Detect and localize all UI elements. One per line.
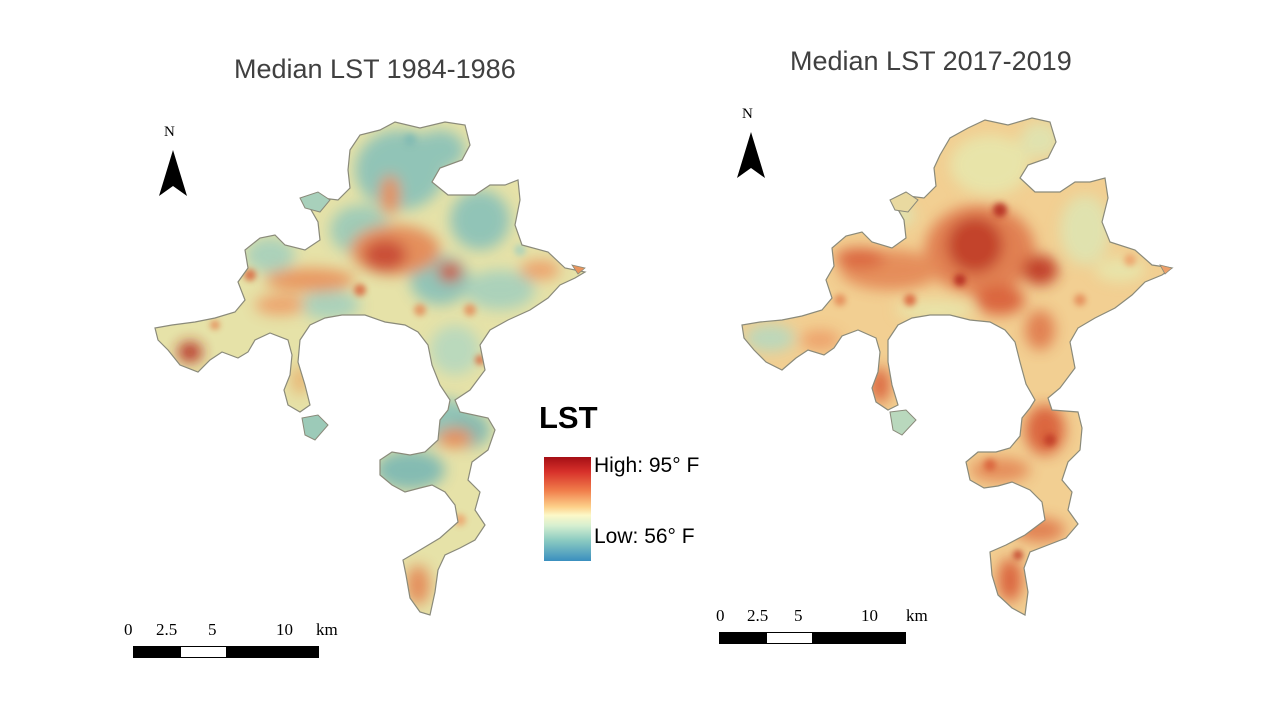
legend-color-ramp [544,457,591,561]
north-arrow-left: N [157,124,189,204]
scale-tick: 0 [124,620,133,640]
scale-tick: 10 [861,606,878,626]
scale-tick: 2.5 [747,606,768,626]
north-arrow-icon [157,148,189,198]
north-label: N [164,124,175,141]
north-arrow-right: N [735,106,767,186]
maps-canvas [0,0,1280,720]
scale-tick: 5 [794,606,803,626]
scale-tick: 0 [716,606,725,626]
legend-title: LST [539,400,598,436]
scale-segment [766,632,813,644]
scale-unit: km [906,606,928,626]
scale-bar-left: 0 2.5 5 10 km [124,620,364,660]
scale-segment [227,646,319,658]
scale-segment [133,646,180,658]
north-label: N [742,106,753,123]
scale-tick: 10 [276,620,293,640]
scale-bar-right: 0 2.5 5 10 km [716,606,956,646]
lst-legend: LST High: 95° F Low: 56° F [528,400,728,570]
scale-tick: 5 [208,620,217,640]
lst-map-2017 [730,105,1200,625]
scale-segment [813,632,906,644]
north-arrow-icon [735,130,767,180]
scale-segment [719,632,766,644]
legend-low-label: Low: 56° F [594,525,695,549]
scale-unit: km [316,620,338,640]
scale-tick: 2.5 [156,620,177,640]
legend-high-label: High: 95° F [594,454,699,478]
scale-segment [180,646,227,658]
